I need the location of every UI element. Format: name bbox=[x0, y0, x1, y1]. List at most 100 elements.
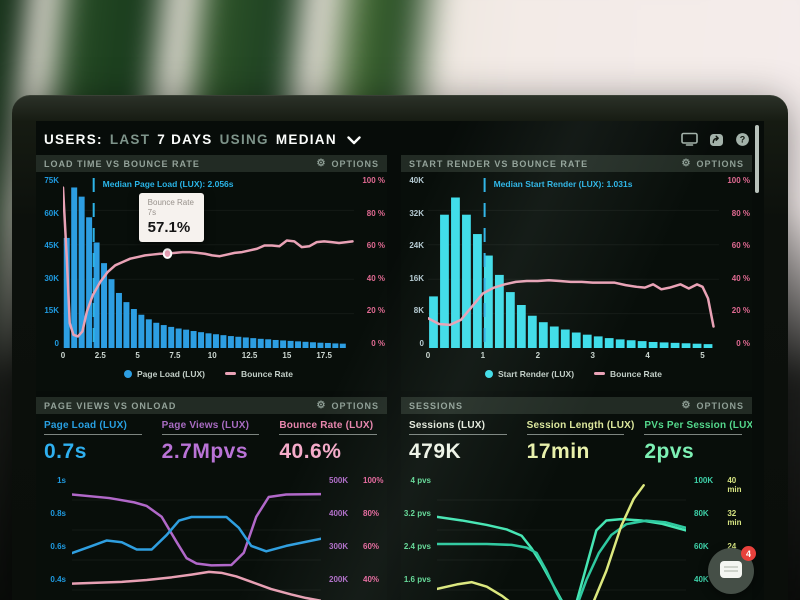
axis-label: 500K bbox=[329, 476, 349, 485]
x-axis-label: 4 bbox=[645, 351, 650, 360]
load-time-chart[interactable] bbox=[63, 176, 354, 348]
y-axis-right: 100 % 80 % 60 % 40 % 20 % 0 % bbox=[719, 176, 752, 348]
median-annotation: Median Page Load (LUX): 2.056s bbox=[102, 179, 234, 189]
axis-label: 15K bbox=[44, 306, 59, 316]
options-button[interactable]: ⚙ OPTIONS bbox=[316, 157, 379, 169]
options-button[interactable]: ⚙ OPTIONS bbox=[682, 400, 744, 411]
axis-label: 100 % bbox=[362, 176, 385, 185]
y-axis-left: 4 pvs 3.2 pvs 2.4 pvs 1.6 pvs bbox=[401, 476, 437, 584]
header-toolbar: ? bbox=[681, 132, 750, 147]
axis-label: 75K bbox=[44, 176, 59, 185]
chart-center: Median Start Render (LUX): 1.031s 0 1 2 3 4 5… bbox=[425, 176, 719, 381]
x-axis-label: 10 bbox=[207, 351, 217, 360]
axis-label: 0.6s bbox=[50, 542, 66, 551]
gear-icon: ⚙ bbox=[316, 157, 327, 169]
panel-title: START RENDER VS BOUNCE RATE bbox=[409, 158, 589, 169]
legend-label: Bounce Rate bbox=[241, 368, 293, 379]
metric-value: 0.7s bbox=[44, 440, 87, 463]
metric-pvs-per-session: PVs Per Session (LUX) 2pvs bbox=[644, 420, 752, 464]
share-icon[interactable] bbox=[709, 132, 724, 147]
metric-row: Sessions (LUX) 479K Session Length (LUX)… bbox=[401, 414, 752, 470]
display-icon[interactable] bbox=[681, 132, 698, 146]
chevron-down-icon[interactable] bbox=[347, 135, 361, 145]
metric-label: Page Load (LUX) bbox=[44, 420, 142, 435]
axis-label: 0.8s bbox=[50, 509, 66, 518]
help-icon[interactable]: ? bbox=[735, 132, 750, 147]
metric-value: 2pvs bbox=[644, 440, 695, 463]
header-median-label: MEDIAN bbox=[275, 131, 337, 147]
metric-value: 2.7Mpvs bbox=[161, 440, 249, 463]
legend-item: Bounce Rate bbox=[225, 369, 293, 379]
median-annotation: Median Start Render (LUX): 1.031s bbox=[493, 179, 633, 189]
axis-label: 0.4s bbox=[50, 575, 66, 584]
sessions-chart[interactable] bbox=[437, 470, 686, 600]
load-time-plot: Median Page Load (LUX): 2.056s Bounce Ra… bbox=[63, 176, 354, 348]
axis-label: 32 min bbox=[727, 509, 742, 527]
gear-icon: ⚙ bbox=[681, 157, 692, 169]
axis-label: 0 bbox=[419, 338, 424, 348]
axis-label: 2.4 pvs bbox=[403, 542, 431, 551]
header-users-label: USERS: bbox=[44, 131, 103, 147]
page-views-chart[interactable] bbox=[72, 470, 321, 600]
options-label: OPTIONS bbox=[696, 158, 744, 169]
chat-button[interactable]: 4 bbox=[708, 546, 756, 594]
tooltip-title: Bounce Rate bbox=[147, 198, 194, 208]
dashboard-header: USERS: LAST 7 DAYS USING MEDIAN ? bbox=[36, 121, 764, 155]
axis-label: 16K bbox=[409, 273, 424, 283]
legend-label: Bounce Rate bbox=[610, 368, 662, 379]
axis-label: 3.2 pvs bbox=[403, 509, 431, 518]
options-button[interactable]: ⚙ OPTIONS bbox=[681, 157, 744, 169]
scrollbar[interactable] bbox=[755, 125, 759, 193]
axis-label: 100% bbox=[363, 476, 384, 485]
legend-label: Start Render (LUX) bbox=[497, 368, 575, 379]
metric-label: PVs Per Session (LUX) bbox=[644, 420, 752, 435]
legend-item: Start Render (LUX) bbox=[484, 368, 575, 379]
axis-label: 60 % bbox=[731, 241, 750, 251]
x-axis-label: 15 bbox=[282, 351, 292, 360]
axis-label: 40 % bbox=[731, 273, 750, 283]
options-button[interactable]: ⚙ OPTIONS bbox=[317, 400, 379, 411]
axis-label: 1s bbox=[57, 476, 66, 485]
axis-label: 200K bbox=[329, 575, 349, 584]
axis-pair: 200K 40% bbox=[329, 575, 387, 584]
axis-label: 24K bbox=[409, 241, 424, 251]
start-render-chart[interactable] bbox=[428, 176, 719, 348]
users-range-dropdown[interactable]: USERS: LAST 7 DAYS USING MEDIAN bbox=[44, 132, 361, 147]
header-using-label: USING bbox=[219, 131, 269, 147]
axis-label: 40K bbox=[409, 176, 424, 185]
legend-item: Bounce Rate bbox=[594, 369, 662, 379]
axis-label: 40K bbox=[694, 575, 709, 584]
x-axis-label: 7.5 bbox=[169, 351, 181, 360]
axis-pair: 500K 100% bbox=[329, 476, 387, 485]
axis-label: 8K bbox=[413, 306, 424, 316]
axis-pair: 100K 40 min bbox=[694, 476, 752, 494]
chart-legend: Page Load (LUX) Bounce Rate bbox=[63, 366, 354, 381]
options-label: OPTIONS bbox=[331, 158, 379, 169]
legend-swatch bbox=[124, 369, 132, 378]
axis-label: 40 % bbox=[366, 273, 385, 283]
axis-pair: 80K 32 min bbox=[694, 509, 752, 527]
panel-load-time-header: LOAD TIME VS BOUNCE RATE ⚙ OPTIONS bbox=[36, 155, 387, 172]
metric-page-load: Page Load (LUX) 0.7s bbox=[44, 420, 142, 464]
legend-swatch bbox=[594, 372, 606, 375]
panel-sessions-header: SESSIONS ⚙ OPTIONS bbox=[401, 397, 752, 414]
x-axis-label: 0 bbox=[425, 351, 431, 360]
axis-label: 100 % bbox=[727, 176, 750, 185]
panel-load-time: LOAD TIME VS BOUNCE RATE ⚙ OPTIONS 75K 60K… bbox=[36, 155, 387, 391]
axis-label: 30K bbox=[44, 273, 59, 283]
axis-label: 4 pvs bbox=[410, 476, 431, 485]
tooltip-subtitle: 7s bbox=[147, 208, 157, 218]
svg-text:?: ? bbox=[740, 134, 746, 144]
options-label: OPTIONS bbox=[331, 400, 379, 411]
axis-pair: 400K 80% bbox=[329, 509, 387, 518]
panel-page-views-header: PAGE VIEWS VS ONLOAD ⚙ OPTIONS bbox=[36, 397, 387, 414]
chart-area: 1s 0.8s 0.6s 0.4s 500K 100% 400K 80% 300K 60% 200… bbox=[36, 470, 387, 600]
x-axis-label: 0 bbox=[60, 351, 66, 360]
metric-row: Page Load (LUX) 0.7s Page Views (LUX) 2.… bbox=[36, 414, 387, 470]
chart-area: 75K 60K 45K 30K 15K 0 Median Page Load (LUX):… bbox=[36, 176, 387, 381]
chart-center: Median Page Load (LUX): 2.056s Bounce Ra… bbox=[60, 176, 354, 381]
axis-label: 20 % bbox=[731, 306, 750, 316]
sessions-plot bbox=[437, 470, 686, 600]
x-axis-labels: 0 1 2 3 4 5 bbox=[425, 351, 719, 364]
axis-label: 1.6 pvs bbox=[403, 575, 431, 584]
